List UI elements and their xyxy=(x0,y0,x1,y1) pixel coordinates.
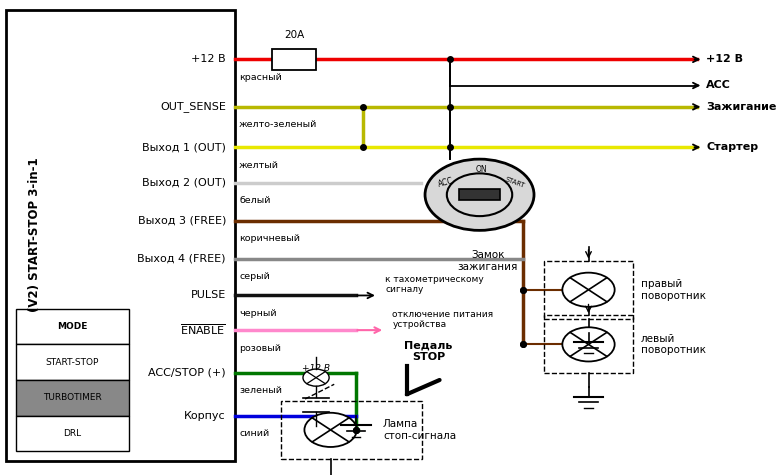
Text: Корпус: Корпус xyxy=(184,410,226,421)
Text: ON: ON xyxy=(476,165,488,174)
Text: Замок
зажигания: Замок зажигания xyxy=(458,250,518,272)
Bar xyxy=(544,315,633,373)
Text: к тахометрическому
сигналу: к тахометрическому сигналу xyxy=(385,275,484,294)
Bar xyxy=(16,309,129,344)
Text: Выход 1 (OUT): Выход 1 (OUT) xyxy=(142,142,226,152)
Text: розовый: розовый xyxy=(239,344,281,352)
Circle shape xyxy=(304,413,356,447)
Text: Зажигание: Зажигание xyxy=(706,102,777,112)
Text: ACC: ACC xyxy=(706,80,731,91)
Text: отключение питания
устройства: отключение питания устройства xyxy=(392,310,494,329)
Text: START: START xyxy=(505,176,526,189)
Bar xyxy=(16,344,129,380)
Text: +12 В: +12 В xyxy=(191,54,226,65)
Text: $\overline{\rm ENABLE}$: $\overline{\rm ENABLE}$ xyxy=(180,323,226,337)
Text: Стартер: Стартер xyxy=(706,142,758,152)
Text: серый: серый xyxy=(239,273,270,281)
Bar xyxy=(459,190,500,200)
Text: белый: белый xyxy=(239,197,271,205)
Text: OUT_SENSE: OUT_SENSE xyxy=(160,102,226,112)
Text: +12 В: +12 В xyxy=(302,364,330,372)
Bar xyxy=(272,49,316,70)
Bar xyxy=(16,380,129,416)
Text: 20A: 20A xyxy=(284,30,304,40)
Text: PULSE: PULSE xyxy=(190,290,226,301)
Text: Выход 3 (FREE): Выход 3 (FREE) xyxy=(137,216,226,226)
Text: START-STOP: START-STOP xyxy=(45,358,99,367)
Text: красный: красный xyxy=(239,73,282,82)
Text: желто-зеленый: желто-зеленый xyxy=(239,121,317,129)
Text: ACC: ACC xyxy=(437,176,455,189)
Bar xyxy=(281,401,422,459)
Text: коричневый: коричневый xyxy=(239,235,300,243)
Circle shape xyxy=(562,327,615,361)
Circle shape xyxy=(447,173,512,216)
Text: (V2) START-STOP 3-in-1: (V2) START-STOP 3-in-1 xyxy=(28,158,41,313)
Text: Выход 2 (OUT): Выход 2 (OUT) xyxy=(142,178,226,188)
Text: зеленый: зеленый xyxy=(239,387,282,395)
Text: ACC/STOP (+): ACC/STOP (+) xyxy=(148,368,226,378)
Text: желтый: желтый xyxy=(239,161,279,170)
Text: левый
поворотник: левый поворотник xyxy=(641,333,706,355)
Text: синий: синий xyxy=(239,429,269,438)
Text: MODE: MODE xyxy=(57,322,87,331)
Text: Выход 4 (FREE): Выход 4 (FREE) xyxy=(137,254,226,264)
Text: правый
поворотник: правый поворотник xyxy=(641,279,706,301)
Text: +12 В: +12 В xyxy=(706,54,743,65)
Bar xyxy=(16,416,129,451)
Circle shape xyxy=(562,273,615,307)
Text: Педаль
STOP: Педаль STOP xyxy=(405,341,453,362)
Circle shape xyxy=(425,159,534,230)
Text: Лампа
стоп-сигнала: Лампа стоп-сигнала xyxy=(383,419,456,441)
Text: DRL: DRL xyxy=(63,429,81,438)
Bar xyxy=(5,10,235,461)
Text: TURBOTIMER: TURBOTIMER xyxy=(43,393,101,402)
Text: черный: черный xyxy=(239,309,277,318)
Circle shape xyxy=(303,369,329,386)
Bar xyxy=(544,261,633,319)
